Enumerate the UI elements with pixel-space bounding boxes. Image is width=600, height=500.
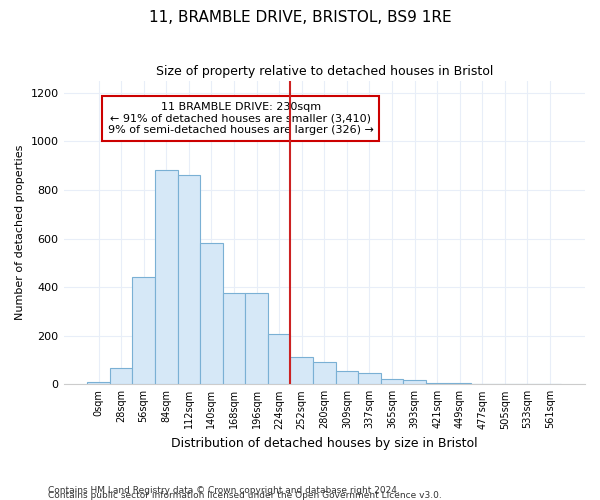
Bar xyxy=(313,362,335,384)
Bar xyxy=(381,379,403,384)
Y-axis label: Number of detached properties: Number of detached properties xyxy=(15,144,25,320)
Bar xyxy=(200,244,223,384)
Text: 11 BRAMBLE DRIVE: 230sqm
← 91% of detached houses are smaller (3,410)
9% of semi: 11 BRAMBLE DRIVE: 230sqm ← 91% of detach… xyxy=(108,102,374,135)
Bar xyxy=(133,277,155,384)
Bar xyxy=(223,293,245,384)
Bar xyxy=(178,175,200,384)
Bar xyxy=(358,373,381,384)
Bar xyxy=(290,357,313,384)
Bar xyxy=(403,380,426,384)
Bar xyxy=(426,383,448,384)
Text: 11, BRAMBLE DRIVE, BRISTOL, BS9 1RE: 11, BRAMBLE DRIVE, BRISTOL, BS9 1RE xyxy=(149,10,451,25)
Text: Contains public sector information licensed under the Open Government Licence v3: Contains public sector information licen… xyxy=(48,491,442,500)
Bar xyxy=(110,368,133,384)
Text: Contains HM Land Registry data © Crown copyright and database right 2024.: Contains HM Land Registry data © Crown c… xyxy=(48,486,400,495)
X-axis label: Distribution of detached houses by size in Bristol: Distribution of detached houses by size … xyxy=(171,437,478,450)
Title: Size of property relative to detached houses in Bristol: Size of property relative to detached ho… xyxy=(155,65,493,78)
Bar xyxy=(268,334,290,384)
Bar xyxy=(245,293,268,384)
Bar xyxy=(448,383,471,384)
Bar xyxy=(87,382,110,384)
Bar xyxy=(155,170,178,384)
Bar xyxy=(335,371,358,384)
